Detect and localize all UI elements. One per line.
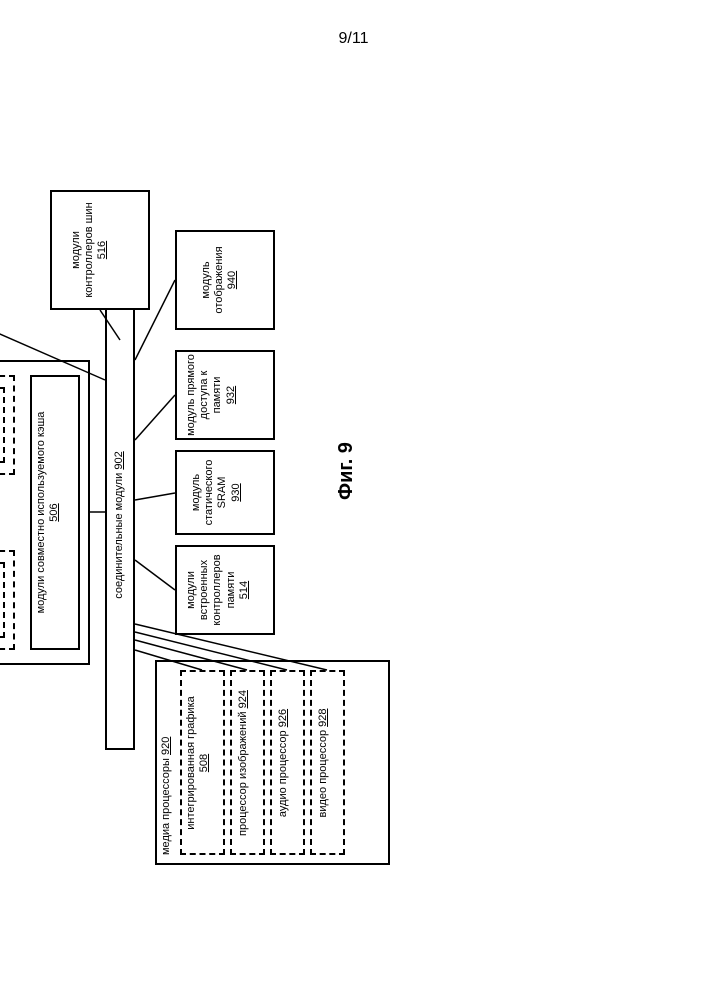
dma-label: модуль прямого доступа к памяти 932 bbox=[185, 353, 238, 437]
img-proc-ref: 924 bbox=[237, 690, 249, 708]
sram-ref: 930 bbox=[230, 483, 242, 501]
img-proc-label: процессор изображений 924 bbox=[237, 674, 250, 852]
sram-text: модуль статического SRAM bbox=[190, 460, 228, 526]
bus-ctrl-label: модули контроллеров шин 516 bbox=[70, 195, 110, 305]
interconnect-label: соединительные модули 902 bbox=[113, 400, 126, 650]
audio-label: аудио процессор 926 bbox=[277, 674, 290, 852]
video-text: видео процессор bbox=[317, 730, 329, 818]
media-ref: 920 bbox=[160, 737, 172, 755]
diagram-container: система на кристалле 900 〜 процессор при… bbox=[0, 230, 707, 790]
shared-cache-text: модули совместно используемого кэша bbox=[35, 412, 47, 614]
interconnect-text: соединительные модули bbox=[113, 473, 125, 599]
int-gfx-label: интегрированная графика 508 bbox=[185, 674, 211, 852]
sram-label: модуль статического SRAM 930 bbox=[190, 453, 243, 532]
display-label: модуль отображения 940 bbox=[200, 233, 240, 327]
audio-ref: 926 bbox=[277, 709, 289, 727]
dma-text: модуль прямого доступа к памяти bbox=[185, 354, 223, 436]
mem-ctrl-text: модули встроенных контроллеров памяти bbox=[185, 554, 237, 625]
img-proc-text: процессор изображений bbox=[237, 711, 249, 835]
bus-ctrl-text: модули контроллеров шин bbox=[70, 202, 95, 297]
int-gfx-text: интегрированная графика bbox=[185, 696, 197, 830]
cache-a-box bbox=[0, 562, 5, 638]
page-number: 9/11 bbox=[339, 30, 369, 48]
media-text: медиа процессоры bbox=[160, 758, 172, 855]
bus-ctrl-ref: 516 bbox=[96, 241, 108, 259]
cache-n-box bbox=[0, 387, 5, 463]
interconnect-ref: 902 bbox=[113, 451, 125, 469]
dma-ref: 932 bbox=[225, 386, 237, 404]
media-proc-label: медиа процессоры 920 bbox=[160, 670, 173, 855]
audio-text: аудио процессор bbox=[277, 730, 289, 817]
shared-cache-ref: 506 bbox=[48, 503, 60, 521]
video-label: видео процессор 928 bbox=[317, 674, 330, 852]
video-ref: 928 bbox=[317, 709, 329, 727]
display-ref: 940 bbox=[226, 271, 238, 289]
shared-cache-label: модули совместно используемого кэша 506 bbox=[35, 380, 61, 645]
display-text: модуль отображения bbox=[200, 246, 225, 313]
diagram-inner: система на кристалле 900 〜 процессор при… bbox=[0, 120, 395, 900]
int-gfx-ref: 508 bbox=[198, 754, 210, 772]
mem-ctrl-label: модули встроенных контроллеров памяти 51… bbox=[185, 548, 251, 632]
figure-caption: Фиг. 9 bbox=[335, 442, 358, 500]
mem-ctrl-ref: 514 bbox=[238, 581, 250, 599]
